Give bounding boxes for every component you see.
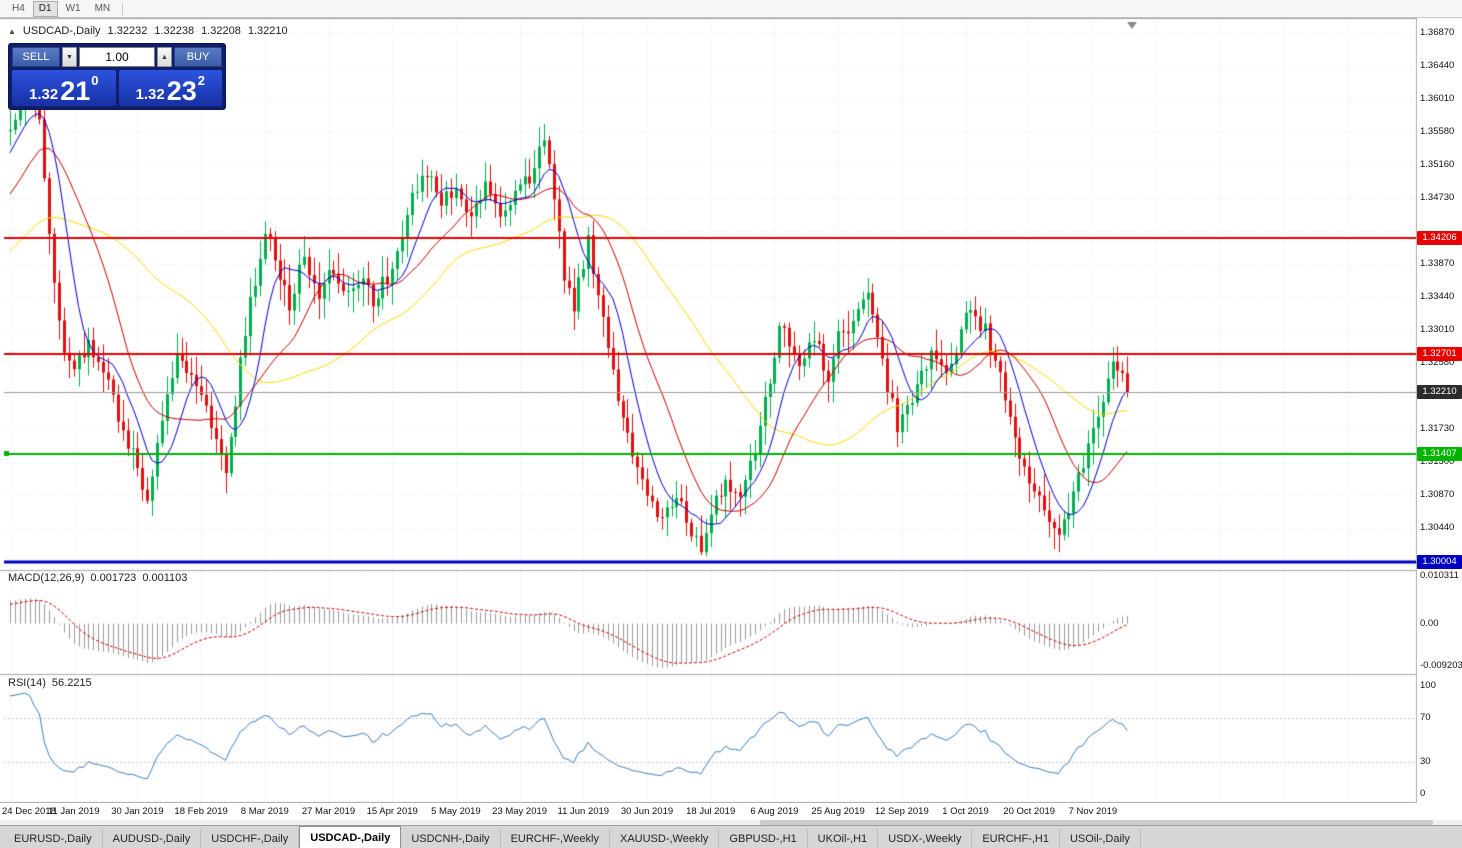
main-chart-canvas[interactable] <box>0 18 1462 803</box>
rsi-axis-label: 0 <box>1420 788 1426 799</box>
buy-price-whole: 1.32 <box>135 85 165 103</box>
buy-price-pips: 23 <box>166 76 197 107</box>
timeframe-button-d1[interactable]: D1 <box>32 0 58 17</box>
one-click-trading-panel: SELL ▼ ▲ BUY 1.32 21 0 1.32 23 2 <box>8 43 226 110</box>
macd-title-label: MACD(12,26,9) <box>8 572 85 584</box>
price-axis-label: 1.34730 <box>1420 191 1455 203</box>
chart-tab-bar: EURUSD-,Daily AUDUSD-,Daily USDCHF-,Daily U… <box>0 825 1462 848</box>
price-axis-label: 1.32580 <box>1420 357 1455 369</box>
price-badge-resistance-lower: 1.32701 <box>1417 346 1462 361</box>
price-axis-label: 1.33870 <box>1420 257 1455 269</box>
ohlc-close: 1.32210 <box>247 25 288 37</box>
time-axis-label: 1 Oct 2019 <box>942 806 989 817</box>
time-axis-label: 27 Mar 2019 <box>301 806 356 817</box>
rsi-indicator-title: RSI(14) 56.2215 <box>8 677 98 689</box>
chart-tab-audusd-daily[interactable]: AUDUSD-,Daily <box>103 829 202 848</box>
rsi-title-label: RSI(14) <box>8 677 46 689</box>
sell-price-pips: 21 <box>60 76 91 107</box>
price-badge-major-support: 1.30004 <box>1417 554 1462 569</box>
time-axis-label: 30 Jan 2019 <box>111 806 164 817</box>
price-axis-label: 1.30870 <box>1420 488 1455 500</box>
chart-tab-eurusd-daily[interactable]: EURUSD-,Daily <box>4 829 103 848</box>
ohlc-open: 1.32232 <box>107 25 148 37</box>
rsi-value: 56.2215 <box>51 677 92 689</box>
ohlc-low: 1.32208 <box>201 25 241 37</box>
time-axis-label: 12 Sep 2019 <box>874 806 929 817</box>
price-axis-label: 1.33010 <box>1420 324 1455 336</box>
time-axis-label: 5 May 2019 <box>431 806 481 817</box>
time-axis-label: 25 Aug 2019 <box>811 806 865 817</box>
price-axis-label: 1.33440 <box>1420 291 1455 303</box>
horizontal-scrollbar[interactable] <box>0 820 1462 825</box>
time-axis-label: 18 Feb 2019 <box>174 806 228 817</box>
macd-axis-label: 0.010311 <box>1420 570 1459 581</box>
price-axis-label: 1.31730 <box>1420 422 1455 434</box>
buy-button[interactable]: BUY <box>174 47 222 67</box>
timeframe-button-h4[interactable]: H4 <box>6 1 31 17</box>
time-axis-label: 15 Apr 2019 <box>366 806 418 817</box>
price-badge-support: 1.31407 <box>1417 446 1462 461</box>
chart-tab-ukoil-h1[interactable]: UKOil-,H1 <box>808 829 879 848</box>
price-axis-label: 1.30440 <box>1420 521 1455 533</box>
timeframe-button-w1[interactable]: W1 <box>60 1 87 17</box>
sell-price-display[interactable]: 1.32 21 0 <box>12 70 116 106</box>
price-axis-label: 1.36010 <box>1420 93 1455 105</box>
volume-decrease-button[interactable]: ▼ <box>62 47 77 67</box>
symbol-name: USDCAD-,Daily <box>22 25 101 37</box>
sell-button[interactable]: SELL <box>12 47 60 67</box>
macd-value-signal: 0.001103 <box>142 572 188 584</box>
time-axis-label: 20 Oct 2019 <box>1003 806 1056 817</box>
chart-tab-usdx-weekly[interactable]: USDX-,Weekly <box>878 829 973 848</box>
price-axis-label: 1.36870 <box>1420 27 1455 38</box>
scrollbar-thumb[interactable] <box>760 820 1433 825</box>
chart-tab-xauusd-weekly[interactable]: XAUUSD-,Weekly <box>610 829 720 848</box>
price-axis-label: 1.31300 <box>1420 455 1455 467</box>
timeframe-toolbar: H4 D1 W1 MN <box>0 0 1462 18</box>
chart-tab-usdcad-daily[interactable]: USDCAD-,Daily <box>299 826 402 848</box>
rsi-axis-label: 70 <box>1420 712 1431 724</box>
chart-tab-usoil-daily[interactable]: USOil-,Daily <box>1060 829 1141 848</box>
chart-tab-usdchf-daily[interactable]: USDCHF-,Daily <box>201 829 300 848</box>
time-axis-label: 30 Jun 2019 <box>620 806 674 817</box>
price-axis-label: 1.36440 <box>1420 60 1455 72</box>
chart-tab-eurchf-weekly[interactable]: EURCHF-,Weekly <box>501 829 610 848</box>
time-axis-label: 8 Mar 2019 <box>240 806 289 817</box>
time-axis-label: 11 Jan 2019 <box>47 806 100 817</box>
time-axis[interactable]: 24 Dec 2018 11 Jan 2019 30 Jan 2019 18 Feb … <box>0 803 1416 820</box>
chart-tab-eurchf-h1[interactable]: EURCHF-,H1 <box>972 829 1060 848</box>
chart-tab-gbpusd-h1[interactable]: GBPUSD-,H1 <box>719 829 808 848</box>
time-axis-label: 24 Dec 2018 <box>2 806 56 817</box>
macd-axis-label: -0.009203 <box>1420 660 1462 671</box>
time-axis-label: 23 May 2019 <box>492 806 548 817</box>
macd-value-main: 0.001723 <box>90 572 137 584</box>
macd-indicator-title: MACD(12,26,9) 0.001723 0.001103 <box>8 572 193 584</box>
price-axis-label: 1.35580 <box>1420 126 1455 138</box>
current-price-badge: 1.32210 <box>1417 384 1462 399</box>
macd-axis-label: 0.00 <box>1420 617 1439 629</box>
sell-price-point: 0 <box>91 73 99 88</box>
chart-symbol-header: ▲ USDCAD-,Daily 1.32232 1.32238 1.32208 … <box>8 25 288 37</box>
rsi-axis-label: 30 <box>1420 755 1431 767</box>
buy-price-display[interactable]: 1.32 23 2 <box>118 70 222 107</box>
price-badge-resistance-upper: 1.34206 <box>1417 231 1462 246</box>
time-axis-label: 7 Nov 2019 <box>1068 806 1118 817</box>
price-axis-label: 1.35160 <box>1420 158 1455 170</box>
time-axis-label: 18 Jul 2019 <box>686 806 736 817</box>
volume-increase-button[interactable]: ▲ <box>157 47 172 67</box>
toolbar-separator <box>122 2 124 15</box>
sell-price-whole: 1.32 <box>29 85 59 103</box>
price-axis[interactable]: 1.36870 1.36440 1.36010 1.35580 1.35160 1.347… <box>1417 18 1462 803</box>
timeframe-button-mn[interactable]: MN <box>89 1 117 17</box>
collapse-arrow-icon[interactable]: ▲ <box>8 26 16 36</box>
buy-price-point: 2 <box>197 73 205 88</box>
rsi-axis-label: 100 <box>1420 680 1436 691</box>
time-axis-label: 11 Jun 2019 <box>557 806 610 817</box>
volume-input[interactable] <box>79 47 155 67</box>
chart-tab-usdcnh-daily[interactable]: USDCNH-,Daily <box>401 829 501 848</box>
ohlc-high: 1.32238 <box>154 25 195 37</box>
time-axis-label: 6 Aug 2019 <box>750 806 799 817</box>
